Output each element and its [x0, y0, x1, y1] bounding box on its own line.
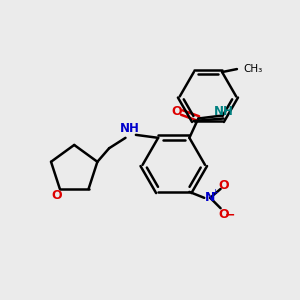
Text: NH: NH — [120, 122, 140, 135]
Text: O: O — [218, 208, 229, 221]
Text: N: N — [204, 191, 215, 204]
Text: NH: NH — [214, 105, 233, 118]
Text: O: O — [218, 179, 229, 192]
Text: O: O — [51, 189, 62, 202]
Text: O: O — [171, 105, 182, 118]
Text: −: − — [225, 208, 236, 221]
Text: CH₃: CH₃ — [244, 64, 263, 74]
Text: +: + — [211, 188, 218, 197]
